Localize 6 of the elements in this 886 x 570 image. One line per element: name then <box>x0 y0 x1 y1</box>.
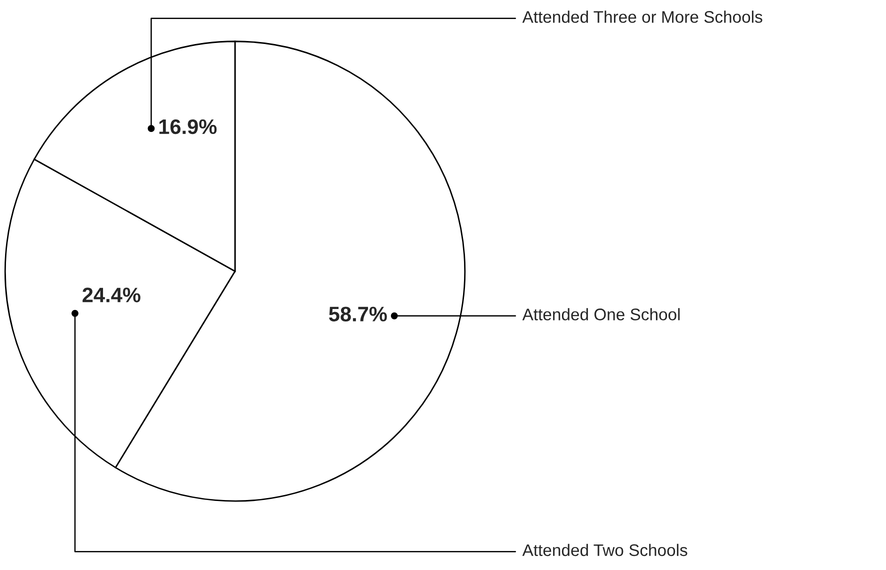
slice-label: Attended One School <box>522 308 680 320</box>
slice-label: Attended Two Schools <box>522 544 688 556</box>
data-label: 24.4% <box>82 288 140 302</box>
data-label: 16.9% <box>159 119 217 134</box>
data-label: 58.7% <box>329 306 387 322</box>
slice-label: Attended Three or More Schools <box>522 10 762 23</box>
